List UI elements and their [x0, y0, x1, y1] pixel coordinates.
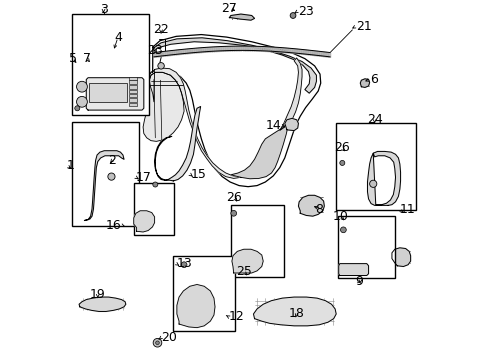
Bar [230, 205, 284, 276]
Text: 19: 19 [90, 288, 105, 301]
Text: 15: 15 [190, 168, 206, 181]
Polygon shape [366, 152, 400, 205]
Circle shape [181, 262, 186, 267]
Circle shape [77, 81, 87, 92]
Polygon shape [79, 297, 125, 311]
Polygon shape [360, 79, 369, 87]
Circle shape [153, 338, 162, 347]
Circle shape [158, 63, 164, 69]
Bar [72, 122, 139, 226]
Text: 4: 4 [114, 31, 122, 44]
Text: 17: 17 [136, 171, 151, 184]
Bar [128, 77, 136, 80]
Bar [128, 103, 136, 107]
Circle shape [289, 13, 295, 18]
Bar [336, 123, 415, 210]
Text: 5: 5 [68, 52, 77, 65]
Bar [72, 14, 149, 115]
Text: 13: 13 [176, 257, 191, 270]
Bar [173, 256, 235, 330]
Polygon shape [84, 151, 124, 220]
Polygon shape [231, 249, 263, 273]
Bar [128, 80, 136, 84]
Polygon shape [284, 118, 298, 131]
Text: 11: 11 [399, 203, 415, 216]
Text: 8: 8 [314, 203, 322, 216]
Text: 1: 1 [67, 159, 75, 172]
Polygon shape [134, 211, 154, 232]
Bar [128, 85, 136, 89]
Text: 25: 25 [235, 265, 251, 278]
Bar [337, 216, 394, 278]
Polygon shape [229, 14, 254, 20]
Text: 26: 26 [333, 141, 349, 154]
Text: 27: 27 [221, 2, 237, 15]
Text: 20: 20 [161, 331, 177, 344]
Text: 23: 23 [147, 44, 163, 57]
Circle shape [77, 96, 87, 107]
Text: 24: 24 [366, 113, 382, 126]
Text: 12: 12 [228, 310, 244, 323]
Text: 16: 16 [105, 219, 122, 231]
Text: 18: 18 [288, 307, 304, 320]
Bar [134, 183, 174, 235]
Text: 2: 2 [108, 154, 116, 167]
Bar [89, 83, 127, 102]
Polygon shape [253, 297, 336, 326]
Circle shape [155, 341, 159, 345]
Text: 21: 21 [355, 20, 371, 33]
Circle shape [339, 161, 344, 166]
Circle shape [75, 106, 80, 111]
Text: 14: 14 [265, 119, 281, 132]
Polygon shape [298, 195, 324, 216]
Circle shape [108, 173, 115, 180]
Text: 10: 10 [332, 210, 348, 223]
Bar [128, 90, 136, 93]
Polygon shape [149, 68, 241, 179]
Polygon shape [143, 72, 183, 141]
Circle shape [340, 227, 346, 233]
Text: 22: 22 [153, 23, 168, 36]
Bar [128, 98, 136, 102]
Text: 9: 9 [354, 275, 362, 288]
Polygon shape [154, 107, 200, 181]
Text: 6: 6 [369, 73, 377, 86]
Polygon shape [338, 264, 368, 275]
Polygon shape [154, 38, 316, 93]
Polygon shape [177, 284, 215, 328]
Circle shape [369, 180, 376, 188]
Polygon shape [230, 125, 288, 179]
Circle shape [152, 182, 158, 187]
Polygon shape [279, 58, 302, 131]
Text: 3: 3 [100, 3, 107, 16]
Text: 23: 23 [297, 5, 313, 18]
Text: 7: 7 [83, 52, 91, 65]
Polygon shape [86, 78, 143, 110]
Circle shape [230, 210, 236, 216]
Text: 26: 26 [226, 191, 242, 204]
Polygon shape [391, 248, 410, 266]
Polygon shape [147, 35, 320, 187]
Bar [128, 94, 136, 98]
